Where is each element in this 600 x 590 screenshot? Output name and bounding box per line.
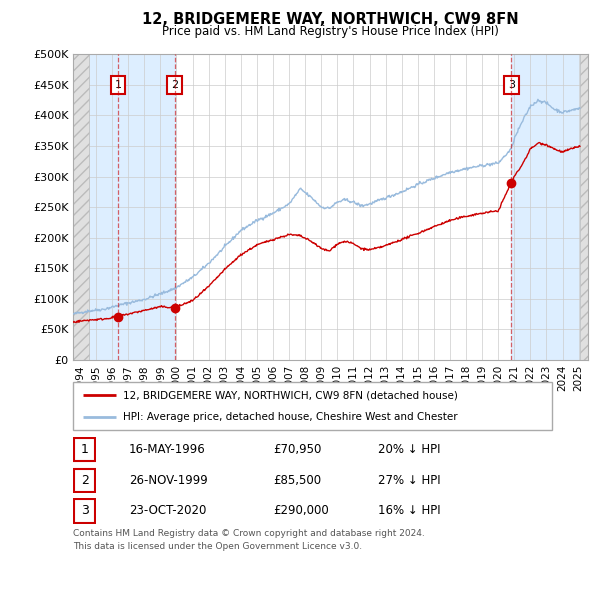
FancyBboxPatch shape: [74, 499, 95, 523]
Text: 16-MAY-1996: 16-MAY-1996: [129, 443, 206, 456]
Text: 27% ↓ HPI: 27% ↓ HPI: [378, 474, 440, 487]
Text: 1: 1: [115, 80, 122, 90]
Text: 3: 3: [508, 80, 515, 90]
Text: Price paid vs. HM Land Registry's House Price Index (HPI): Price paid vs. HM Land Registry's House …: [161, 25, 499, 38]
Text: This data is licensed under the Open Government Licence v3.0.: This data is licensed under the Open Gov…: [73, 542, 362, 551]
FancyBboxPatch shape: [74, 468, 95, 492]
Text: 16% ↓ HPI: 16% ↓ HPI: [378, 504, 440, 517]
Text: 12, BRIDGEMERE WAY, NORTHWICH, CW9 8FN (detached house): 12, BRIDGEMERE WAY, NORTHWICH, CW9 8FN (…: [124, 390, 458, 400]
Bar: [73, 54, 89, 360]
Text: 3: 3: [80, 504, 89, 517]
Text: 26-NOV-1999: 26-NOV-1999: [129, 474, 208, 487]
Text: 1: 1: [80, 443, 89, 456]
Text: 23-OCT-2020: 23-OCT-2020: [129, 504, 206, 517]
Text: 2: 2: [80, 474, 89, 487]
FancyBboxPatch shape: [73, 382, 552, 430]
Text: 12, BRIDGEMERE WAY, NORTHWICH, CW9 8FN: 12, BRIDGEMERE WAY, NORTHWICH, CW9 8FN: [142, 12, 518, 27]
Text: Contains HM Land Registry data © Crown copyright and database right 2024.: Contains HM Land Registry data © Crown c…: [73, 529, 425, 538]
Text: 2: 2: [172, 80, 178, 90]
Text: £290,000: £290,000: [273, 504, 329, 517]
Bar: [511, 54, 580, 360]
Text: 20% ↓ HPI: 20% ↓ HPI: [378, 443, 440, 456]
Text: £85,500: £85,500: [273, 474, 321, 487]
Bar: [580, 54, 588, 360]
Bar: [89, 54, 175, 360]
Text: HPI: Average price, detached house, Cheshire West and Chester: HPI: Average price, detached house, Ches…: [124, 412, 458, 422]
FancyBboxPatch shape: [74, 438, 95, 461]
Text: £70,950: £70,950: [273, 443, 322, 456]
